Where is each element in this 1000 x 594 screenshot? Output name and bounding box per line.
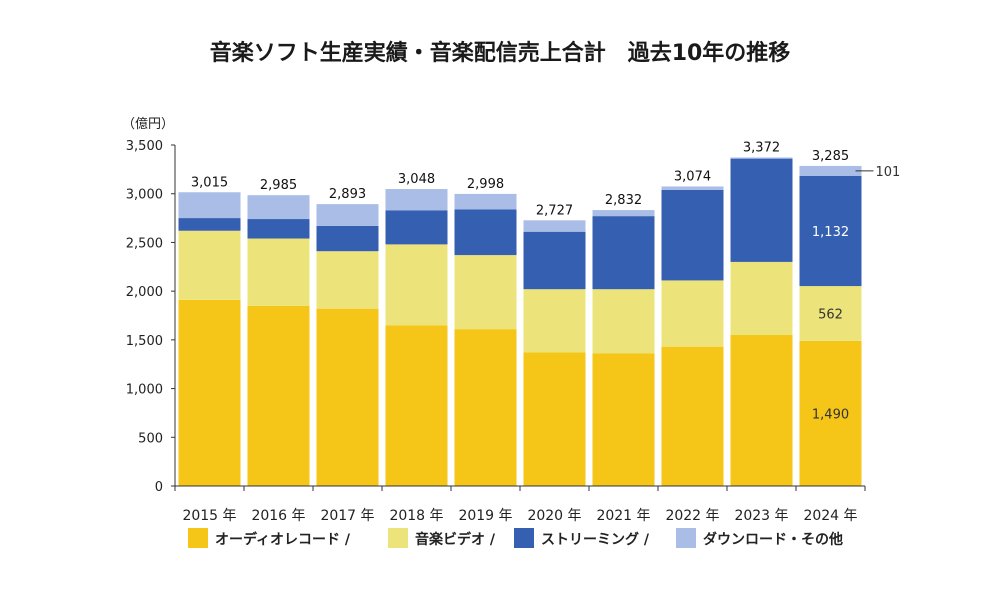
bar-total-label: 2,998 [467, 177, 504, 192]
bar-segment [316, 225, 379, 252]
bar-total-label: 2,727 [536, 203, 573, 218]
legend-label: 音楽ビデオ / [415, 531, 496, 548]
bar-segment [523, 289, 586, 353]
legend-swatch [388, 528, 408, 548]
y-tick-label: 3,500 [126, 139, 163, 154]
bar-segment [523, 220, 586, 232]
bars-layer [178, 157, 862, 486]
bar-segment [592, 289, 655, 354]
bar-segment [454, 193, 517, 210]
bar-segment [454, 209, 517, 256]
legend-label: オーディオレコード / [215, 531, 351, 548]
bar-segment [247, 305, 310, 486]
bar-segment [316, 308, 379, 486]
x-tick-label: 2017 年 [320, 508, 374, 524]
bar-value-label: 1,132 [812, 225, 849, 240]
y-tick-label: 0 [155, 480, 163, 495]
x-tick-label: 2023 年 [734, 508, 788, 524]
x-tick-label: 2015 年 [182, 508, 236, 524]
bar-total-label: 2,985 [260, 178, 297, 193]
y-tick-label: 1,500 [126, 334, 163, 349]
bar-segment [385, 210, 448, 245]
bar-segment [385, 189, 448, 211]
bar-segment [661, 280, 724, 347]
bar-segment [178, 299, 241, 486]
bar-segment [730, 261, 793, 335]
legend-swatch [676, 528, 696, 548]
bar-segment [247, 195, 310, 220]
x-tick-label: 2016 年 [251, 508, 305, 524]
x-tick-label: 2024 年 [803, 508, 857, 524]
legend: オーディオレコード / 音楽ビデオ / ストリーミング / ダウンロード・その他 [188, 528, 843, 548]
bar-segment [592, 353, 655, 486]
bar-segment [178, 218, 241, 231]
bar-segment [178, 192, 241, 219]
bar-segment [247, 238, 310, 306]
bar-segment [592, 216, 655, 290]
bar-segment [247, 219, 310, 239]
bar-total-label: 3,048 [398, 172, 435, 187]
x-tick-label: 2020 年 [527, 508, 581, 524]
bar-segment [523, 231, 586, 290]
x-tick-label: 2022 年 [665, 508, 719, 524]
x-tick-label: 2019 年 [458, 508, 512, 524]
bar-total-label: 2,893 [329, 187, 366, 202]
bar-segment [730, 157, 793, 159]
bar-segment [730, 158, 793, 262]
bar-value-label: 1,490 [812, 407, 849, 422]
bar-segment [316, 204, 379, 226]
bar-segment [730, 334, 793, 486]
bar-segment [523, 352, 586, 486]
legend-swatch [188, 528, 208, 548]
bar-segment [316, 251, 379, 309]
y-tick-layer: 0 500 1,000 1,500 2,000 2,500 3,000 3,500 [126, 139, 175, 495]
y-tick-label: 3,000 [126, 188, 163, 203]
bar-total-label: 3,015 [191, 175, 228, 190]
bar-segment [661, 346, 724, 486]
bar-total-label: 2,832 [605, 193, 642, 208]
y-tick-label: 2,000 [126, 285, 163, 300]
x-tick-label: 2021 年 [596, 508, 650, 524]
bar-segment [178, 230, 241, 300]
bar-segment [799, 286, 862, 341]
bar-segment [385, 244, 448, 326]
y-tick-label: 500 [138, 431, 163, 446]
bar-segment [454, 255, 517, 330]
bar-segment [385, 325, 448, 486]
legend-swatch [514, 528, 534, 548]
x-tick-label: 2018 年 [389, 508, 443, 524]
bar-segment [454, 329, 517, 486]
y-unit-label: （億円） [122, 116, 174, 132]
bar-value-label: 101 [876, 165, 901, 180]
axis-layer: 2015 年 2016 年 2017 年 2018 年 2019 年 2020 年 2021… [174, 145, 866, 524]
y-tick-label: 1,000 [126, 383, 163, 398]
bar-segment [799, 340, 862, 486]
bar-segment [592, 210, 655, 217]
labels-layer: 3,015 2,985 2,893 3,048 2,998 2,727 2,832 3,074… [191, 140, 900, 422]
legend-label: ダウンロード・その他 [703, 531, 843, 548]
legend-label: ストリーミング / [541, 531, 650, 548]
bar-value-label: 562 [818, 307, 843, 322]
chart-title: 音楽ソフト生産実績・音楽配信売上合計 過去10年の推移 [210, 40, 791, 66]
bar-segment [661, 186, 724, 190]
bar-total-label: 3,372 [743, 140, 780, 155]
bar-total-label: 3,074 [674, 170, 711, 185]
bar-total-label: 3,285 [812, 149, 849, 164]
bar-segment [799, 175, 862, 287]
y-tick-label: 2,500 [126, 236, 163, 251]
bar-segment [661, 189, 724, 281]
bar-segment [799, 165, 862, 176]
